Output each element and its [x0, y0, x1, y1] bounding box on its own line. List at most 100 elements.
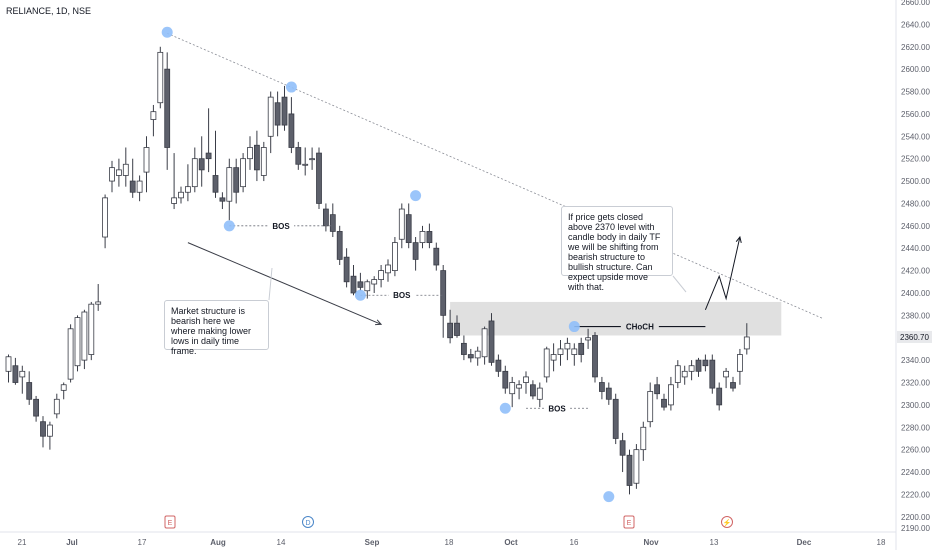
candle-body [67, 328, 74, 380]
candle-body [619, 440, 626, 456]
note-pointer-right [672, 275, 687, 293]
candle-body [350, 275, 357, 294]
swing-point-marker [223, 220, 235, 232]
candle-body [5, 356, 12, 372]
candle-body [102, 197, 108, 238]
price-tick-label: 2400.00 [901, 289, 930, 298]
candle-body [474, 350, 481, 359]
candle-body [640, 426, 647, 451]
candle-body [412, 242, 419, 260]
candle-body [702, 359, 709, 367]
candle-body [129, 180, 136, 193]
price-tick-label: 2480.00 [901, 199, 930, 208]
swing-point-marker [354, 289, 366, 301]
price-tick-label: 2190.00 [901, 524, 930, 533]
candle-body [281, 96, 288, 126]
event-marker-label: E [627, 520, 632, 527]
candle-body [184, 186, 191, 193]
price-tick-label: 2660.00 [901, 0, 930, 7]
time-tick-label: 16 [570, 538, 579, 547]
last-price-tag [897, 330, 932, 343]
swing-point-marker [285, 81, 297, 93]
candle-body [460, 342, 467, 355]
candle-body [674, 365, 681, 383]
candle-body [426, 231, 433, 244]
candle-body [578, 342, 585, 355]
price-tick-label: 2300.00 [901, 401, 930, 410]
candle-body [357, 281, 364, 288]
projection-arrow-head [735, 235, 742, 243]
time-tick-label: 18 [877, 538, 886, 547]
candle-body [647, 391, 654, 423]
candles-group [5, 46, 750, 495]
candle-body [550, 354, 557, 361]
symbol-label: RELIANCE, 1D, NSE [6, 6, 92, 16]
time-tick-label: Sep [365, 538, 380, 547]
swing-point-marker [603, 491, 615, 503]
candle-body [19, 370, 26, 378]
projection-path [704, 236, 741, 310]
candle-body [661, 398, 667, 408]
event-marker [302, 516, 314, 528]
time-tick-label: 13 [710, 538, 719, 547]
event-marker [623, 515, 635, 529]
candle-body [688, 365, 695, 372]
candle-body [398, 208, 405, 240]
time-tick-label: 21 [18, 538, 27, 547]
candle-body [557, 348, 564, 355]
candle-body [433, 247, 440, 266]
candle-body [488, 320, 495, 363]
candle-body [723, 370, 729, 378]
price-tick-label: 2220.00 [901, 490, 930, 499]
candle-body [12, 365, 19, 383]
candle-body [599, 382, 605, 392]
price-tick-label: 2200.00 [901, 513, 930, 522]
candle-body [626, 454, 633, 486]
time-tick-label: 18 [445, 538, 454, 547]
event-marker-label: D [305, 520, 310, 527]
candle-body [88, 303, 95, 355]
candle-body [253, 144, 260, 171]
candle-body [605, 387, 612, 400]
candle-body [378, 270, 385, 280]
candle-body [274, 102, 281, 126]
candle-body [81, 311, 88, 361]
candle-body [592, 335, 598, 378]
event-marker [164, 515, 176, 529]
price-tick-label: 2420.00 [901, 267, 930, 276]
candle-body [143, 147, 150, 173]
price-tick-label: 2560.00 [901, 110, 930, 119]
structure-label-bos: BOS [272, 222, 290, 231]
swing-point-marker [499, 402, 511, 414]
candle-body [536, 387, 543, 400]
candle-body [233, 167, 240, 193]
candle-body [543, 348, 550, 378]
candle-body [343, 256, 350, 283]
candle-body [502, 370, 509, 389]
last-price-label: 2360.70 [900, 333, 929, 342]
label-bg [620, 320, 659, 332]
candle-body [178, 191, 184, 199]
candle-body [481, 328, 488, 358]
candle-body [530, 384, 536, 397]
swing-point-marker [410, 190, 422, 202]
price-tick-label: 2240.00 [901, 468, 930, 477]
note-bearish-structure[interactable]: Market structure is bearish here we wher… [164, 300, 269, 356]
structure-label-bos: BOS [393, 291, 411, 300]
price-tick-label: 2620.00 [901, 43, 930, 52]
candle-body [371, 279, 378, 285]
note-bullish-shift[interactable]: If price gets closed above 2370 level wi… [561, 206, 673, 292]
candle-body [309, 158, 316, 161]
structure-label-choch: CHoCH [626, 323, 654, 332]
candle-body [40, 421, 46, 437]
candle-body [95, 301, 102, 305]
time-tick-label: Nov [643, 538, 659, 547]
bearish-trendline [167, 32, 823, 319]
candle-body [716, 387, 723, 406]
candle-body [205, 152, 212, 160]
candle-body [219, 197, 226, 202]
candle-body [668, 384, 674, 406]
price-tick-label: 2320.00 [901, 379, 930, 388]
